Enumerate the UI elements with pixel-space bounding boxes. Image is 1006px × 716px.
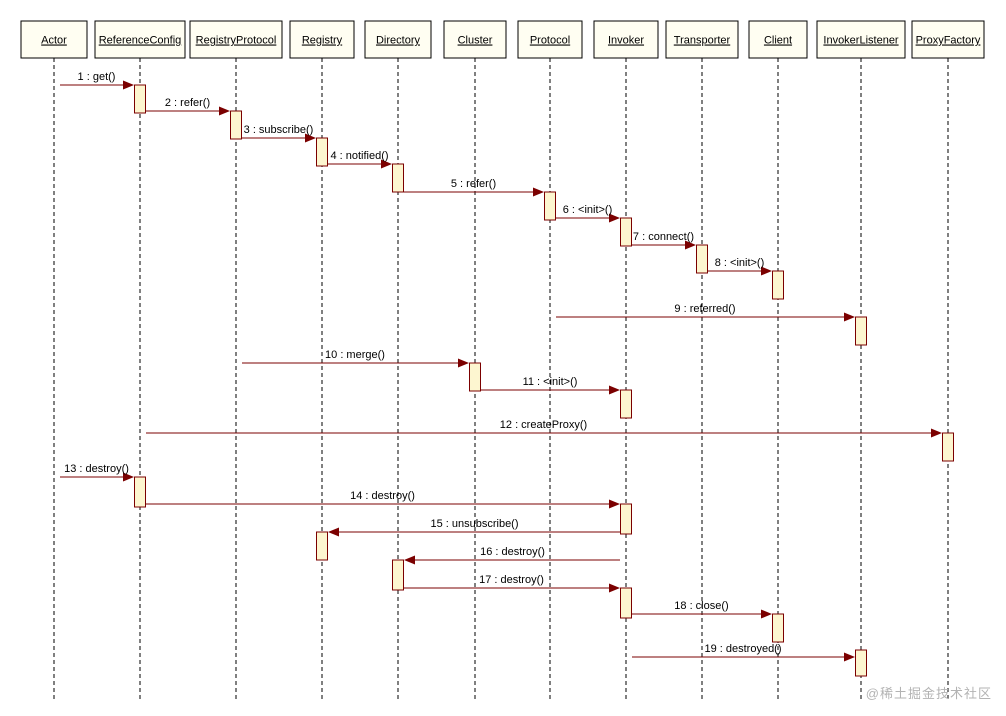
activation-bar-registry — [316, 137, 328, 167]
participant-box-transporter — [665, 20, 739, 59]
activation-bar-invokerlistener — [855, 649, 867, 677]
participant-label-invoker: Invoker — [608, 35, 644, 47]
participant-box-cluster — [443, 20, 507, 59]
message-label-17: 17 : destroy() — [479, 574, 544, 586]
message-label-3: 3 : subscribe() — [244, 124, 314, 136]
participant-label-cluster: Cluster — [458, 35, 493, 47]
participant-box-referenceconfig — [94, 20, 186, 59]
participant-label-invokerlistener: InvokerListener — [823, 35, 899, 47]
message-label-4: 4 : notified() — [330, 150, 388, 162]
participant-label-transporter: Transporter — [674, 35, 731, 47]
activation-bar-transporter — [696, 244, 708, 274]
activation-bar-invoker — [620, 217, 632, 247]
participant-label-actor: Actor — [41, 35, 67, 47]
message-label-9: 9 : referred() — [674, 303, 735, 315]
activation-bar-protocol — [544, 191, 556, 221]
message-label-14: 14 : destroy() — [350, 490, 415, 502]
message-label-18: 18 : close() — [674, 600, 728, 612]
message-label-11: 11 : <init>() — [523, 376, 578, 388]
activation-bar-directory — [392, 559, 404, 591]
participant-label-referenceconfig: ReferenceConfig — [99, 35, 182, 47]
participant-box-directory — [364, 20, 432, 59]
participant-label-client: Client — [764, 35, 792, 47]
message-label-2: 2 : refer() — [165, 97, 210, 109]
participant-label-registry: Registry — [302, 35, 343, 47]
message-label-10: 10 : merge() — [325, 349, 385, 361]
participant-box-client — [748, 20, 808, 59]
participant-label-proxyfactory: ProxyFactory — [916, 35, 981, 47]
message-label-8: 8 : <init>() — [715, 257, 765, 269]
participant-box-registry — [289, 20, 355, 59]
participant-box-protocol — [517, 20, 583, 59]
message-label-7: 7 : connect() — [633, 231, 694, 243]
watermark-text: @稀土掘金技术社区 — [865, 686, 992, 701]
activation-bar-proxyfactory — [942, 432, 954, 462]
participant-box-invoker — [593, 20, 659, 59]
activation-bar-cluster — [469, 362, 481, 392]
participant-box-proxyfactory — [911, 20, 985, 59]
activation-bar-invoker — [620, 389, 632, 419]
participant-box-registryprotocol — [189, 20, 283, 59]
activation-bar-directory — [392, 163, 404, 193]
message-label-12: 12 : createProxy() — [500, 419, 587, 431]
activation-bar-referenceconfig — [134, 84, 146, 114]
activation-bar-client — [772, 270, 784, 300]
participant-label-registryprotocol: RegistryProtocol — [196, 35, 277, 47]
message-label-1: 1 : get() — [78, 71, 116, 83]
activation-bar-invokerlistener — [855, 316, 867, 346]
activation-bar-client — [772, 613, 784, 643]
message-label-5: 5 : refer() — [451, 178, 496, 190]
participant-label-directory: Directory — [376, 35, 421, 47]
message-label-13: 13 : destroy() — [64, 463, 129, 475]
message-label-6: 6 : <init>() — [563, 204, 613, 216]
participant-label-protocol: Protocol — [530, 35, 570, 47]
message-label-15: 15 : unsubscribe() — [430, 518, 518, 530]
activation-bar-registry — [316, 531, 328, 561]
message-label-16: 16 : destroy() — [480, 546, 545, 558]
participant-box-invokerlistener — [816, 20, 906, 59]
message-label-19: 19 : destroyed() — [704, 643, 781, 655]
activation-bar-invoker — [620, 587, 632, 619]
activation-bar-registryprotocol — [230, 110, 242, 140]
activation-bar-referenceconfig — [134, 476, 146, 508]
participant-box-actor — [20, 20, 88, 59]
activation-bar-invoker — [620, 503, 632, 535]
